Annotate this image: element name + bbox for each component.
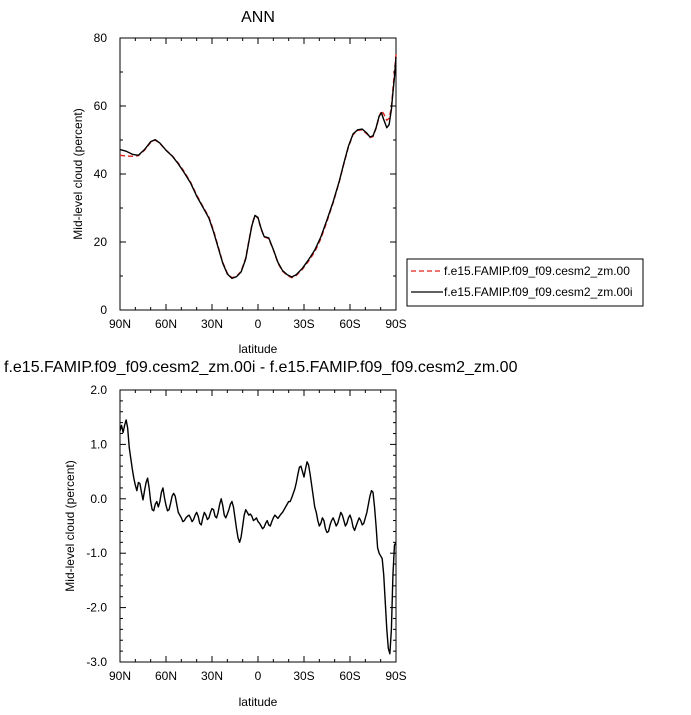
x-tick-label: 30S <box>293 317 314 331</box>
top-series-lines <box>119 54 397 280</box>
y-tick-label: 1.0 <box>90 437 107 451</box>
bottom-title: f.e15.FAMIP.f09_f09.cesm2_zm.00i - f.e15… <box>4 359 518 376</box>
bottom-plot-frame <box>119 389 397 663</box>
x-tick-label: 0 <box>255 317 262 331</box>
y-tick-label: 40 <box>94 167 108 181</box>
top-y-ticks: 0 20 40 60 80 <box>94 31 396 317</box>
top-y-axis-label: Mid-level cloud (percent) <box>71 108 85 239</box>
series-line-2 <box>119 56 397 280</box>
y-tick-label: 0 <box>100 303 107 317</box>
top-plot-frame <box>119 37 397 311</box>
x-tick-label: 30N <box>201 669 223 683</box>
x-tick-label: 90S <box>385 317 406 331</box>
x-tick-label: 60S <box>339 669 360 683</box>
y-tick-label: -1.0 <box>86 546 107 560</box>
top-x-axis-label: latitude <box>239 342 278 356</box>
bottom-series-lines <box>119 419 397 655</box>
x-tick-label: 60S <box>339 317 360 331</box>
y-tick-label: -3.0 <box>86 655 107 669</box>
y-tick-label: 0.0 <box>90 492 107 506</box>
legend-label-series-1: f.e15.FAMIP.f09_f09.cesm2_zm.00 <box>444 264 630 278</box>
x-tick-label: 0 <box>255 669 262 683</box>
y-tick-label: 2.0 <box>90 383 107 397</box>
bottom-x-axis-label: latitude <box>239 695 278 709</box>
bottom-y-axis-label: Mid-level cloud (percent) <box>63 460 77 591</box>
y-tick-label: 60 <box>94 99 108 113</box>
series-line-1 <box>119 419 397 655</box>
x-tick-label: 30S <box>293 669 314 683</box>
y-tick-label: -2.0 <box>86 601 107 615</box>
bottom-x-ticks: 90N 60N 30N 0 30S 60S 90S <box>109 390 407 683</box>
y-tick-label: 20 <box>94 235 108 249</box>
legend: f.e15.FAMIP.f09_f09.cesm2_zm.00 f.e15.FA… <box>406 258 644 307</box>
bottom-y-ticks: -3.0 -2.0 -1.0 0.0 1.0 2.0 <box>86 383 396 669</box>
legend-label-series-2: f.e15.FAMIP.f09_f09.cesm2_zm.00i <box>444 285 633 299</box>
legend-box <box>406 258 644 307</box>
x-tick-label: 90N <box>109 669 131 683</box>
x-tick-label: 90N <box>109 317 131 331</box>
y-tick-label: 80 <box>94 31 108 45</box>
series-line-1 <box>119 54 397 279</box>
x-tick-label: 30N <box>201 317 223 331</box>
x-tick-label: 60N <box>155 669 177 683</box>
top-x-ticks: 90N 60N 30N 0 30S 60S 90S <box>109 38 407 331</box>
bottom-panel: f.e15.FAMIP.f09_f09.cesm2_zm.00i - f.e15… <box>4 359 518 709</box>
x-tick-label: 90S <box>385 669 406 683</box>
x-tick-label: 60N <box>155 317 177 331</box>
top-panel: ANN 90N 60N 30N 0 30S 60S 90S 0 20 40 60 80 latitu… <box>71 9 407 356</box>
top-title: ANN <box>241 9 275 26</box>
